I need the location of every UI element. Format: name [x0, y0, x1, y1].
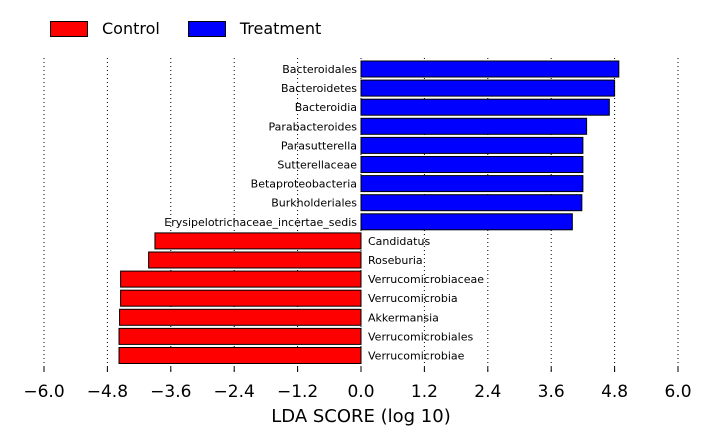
- category-label: Akkermansia: [368, 311, 439, 324]
- bar: [154, 232, 362, 250]
- category-label: Parabacteroides: [268, 120, 357, 133]
- category-label: Verrucomicrobiae: [368, 350, 465, 363]
- legend-label-control: Control: [102, 19, 160, 38]
- bar: [360, 175, 584, 193]
- x-tick-label: 2.4: [474, 382, 501, 402]
- category-label-layer: Bacteroidales Bacteroidetes Bacteroidia Par…: [164, 63, 484, 363]
- bar: [119, 308, 362, 326]
- x-tick-label: 0.0: [347, 382, 374, 402]
- category-label: Verrucomicrobiaceae: [368, 273, 484, 286]
- bar: [360, 194, 583, 212]
- bar: [118, 327, 362, 345]
- bar: [120, 289, 362, 307]
- category-label: Bacteroidales: [282, 63, 357, 76]
- bar: [120, 270, 362, 288]
- x-tick-label: 4.8: [601, 382, 628, 402]
- bar: [118, 347, 362, 364]
- category-label: Bacteroidia: [295, 101, 357, 114]
- x-tick-label: −2.4: [214, 382, 255, 402]
- legend-swatch-treatment: [187, 20, 226, 37]
- x-tick-label: 1.2: [411, 382, 438, 402]
- bar: [148, 251, 362, 269]
- legend: Control Treatment: [50, 19, 349, 38]
- bar: [360, 136, 584, 154]
- bar: [360, 156, 584, 173]
- legend-item-control: Control: [50, 19, 160, 38]
- legend-swatch-control: [50, 20, 88, 37]
- x-tick-label: −1.2: [277, 382, 318, 402]
- bar: [360, 117, 588, 135]
- category-label: Sutterellaceae: [277, 159, 357, 172]
- bar: [360, 213, 573, 231]
- legend-label-treatment: Treatment: [239, 19, 322, 38]
- category-label: Verrucomicrobia: [368, 292, 458, 305]
- x-axis-title: LDA SCORE (log 10): [271, 406, 450, 427]
- x-tick-label: −4.8: [87, 382, 128, 402]
- category-label: Betaproteobacteria: [251, 178, 357, 191]
- x-tick-label: 6.0: [664, 382, 691, 402]
- bar-layer: [118, 60, 620, 364]
- category-label: Burkholderiales: [271, 197, 357, 210]
- x-axis: −6.0 −4.8 −3.6 −2.4 −1.2 0.0 1.2 2.4 3.6 4.8 6.0: [23, 367, 692, 402]
- x-tick-label: 3.6: [538, 382, 565, 402]
- legend-item-treatment: Treatment: [187, 19, 322, 38]
- x-tick-label: −6.0: [23, 382, 64, 402]
- x-tick-label: −3.6: [150, 382, 191, 402]
- category-label: Bacteroidetes: [281, 82, 357, 95]
- bar: [360, 60, 620, 78]
- category-label: Parasutterella: [281, 139, 357, 152]
- bar: [360, 79, 616, 97]
- bar: [360, 98, 610, 116]
- category-label: Roseburia: [368, 254, 423, 267]
- category-label: Verrucomicrobiales: [368, 330, 473, 343]
- category-label: Candidatus: [368, 235, 430, 248]
- category-label: Erysipelotrichaceae_incertae_sedis: [164, 216, 357, 229]
